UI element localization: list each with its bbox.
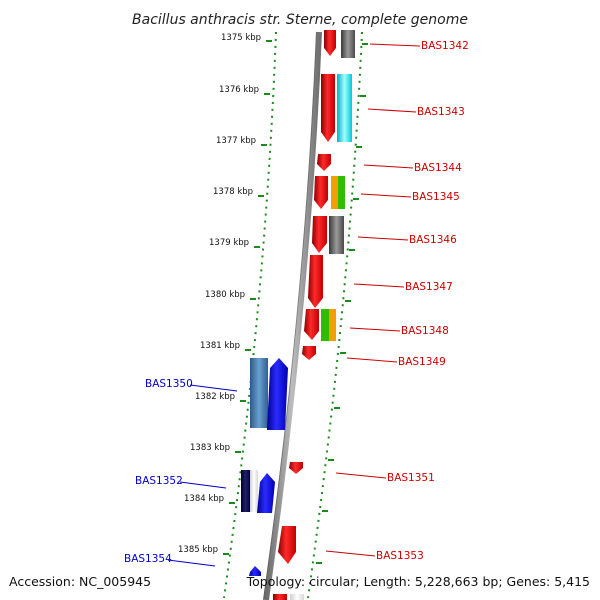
left-dotted-track: [223, 31, 277, 599]
feature-bar-bas1348a: [321, 309, 329, 341]
tick-label: 1376 kbp: [219, 85, 259, 95]
gene-label[interactable]: BAS1346: [409, 234, 457, 246]
gene-arrow-bas1351[interactable]: [289, 462, 303, 474]
gene-leaders: [167, 43, 421, 567]
gene-arrow-bas1354[interactable]: [249, 566, 261, 576]
feature-bar-bas1352b: [250, 470, 258, 512]
tick-label: 1384 kbp: [184, 494, 224, 504]
feature-bar-bas1350: [250, 358, 268, 428]
gene-label[interactable]: BAS1352: [135, 475, 183, 487]
forward-genes: [273, 30, 355, 600]
genome-backbone: [263, 31, 322, 600]
gene-arrow-bas1344[interactable]: [317, 154, 331, 171]
tick-label: 1381 kbp: [200, 341, 240, 351]
tick-label: 1382 kbp: [195, 392, 235, 402]
feature-bar-bas1343: [337, 74, 352, 142]
leader-line: [325, 550, 376, 557]
feature-bar-bottom: [273, 594, 287, 600]
gene-arrow-bas1352[interactable]: [257, 473, 275, 513]
backbone-edge: [263, 31, 317, 600]
tick-label: 1378 kbp: [213, 187, 253, 197]
tick-label: 1380 kbp: [205, 290, 245, 300]
gene-label[interactable]: BAS1343: [417, 106, 465, 118]
gene-label[interactable]: BAS1351: [387, 472, 435, 484]
feature-bar-bas1345a: [331, 176, 338, 209]
leader-line: [346, 357, 398, 363]
leader-line: [167, 559, 216, 567]
topology-text: Topology: circular; Length: 5,228,663 bp…: [246, 574, 590, 589]
tick-label: 1379 kbp: [209, 238, 249, 248]
gene-arrow-bas1343[interactable]: [321, 74, 335, 142]
tick-label: 1375 kbp: [221, 33, 261, 43]
gene-label[interactable]: BAS1349: [398, 356, 446, 368]
feature-bar-bas1346: [329, 216, 344, 254]
gene-label[interactable]: BAS1345: [412, 191, 460, 203]
gene-label[interactable]: BAS1354: [124, 553, 172, 565]
gene-label[interactable]: BAS1348: [401, 325, 449, 337]
leader-line: [367, 108, 417, 113]
leader-line: [353, 283, 405, 288]
gene-arrow-bas1342[interactable]: [324, 30, 336, 56]
gene-arrow-bas1350[interactable]: [267, 358, 288, 430]
leader-line: [360, 193, 412, 198]
ticks-group: 1375 kbp 1376 kbp 1377 kbp 1378 kbp 1379…: [178, 33, 368, 564]
gene-label[interactable]: BAS1342: [421, 40, 469, 52]
feature-bar-bas1342: [341, 30, 355, 58]
reverse-genes: [241, 358, 288, 576]
leader-line: [357, 236, 409, 241]
feature-bar-bas1348b: [329, 309, 336, 341]
leader-line: [179, 481, 227, 489]
tick-label: 1383 kbp: [190, 443, 230, 453]
gene-label[interactable]: BAS1344: [414, 162, 462, 174]
leader-line: [349, 327, 401, 332]
feature-bar-bas1345b: [338, 176, 345, 209]
accession-text: Accession: NC_005945: [9, 574, 151, 589]
tick-label: 1377 kbp: [216, 136, 256, 146]
gene-arrow-bas1349[interactable]: [302, 346, 316, 360]
gene-arrow-bas1345[interactable]: [314, 176, 328, 209]
tick-label: 1385 kbp: [178, 545, 218, 555]
gene-arrow-bas1347[interactable]: [308, 255, 323, 308]
leader-line: [363, 164, 414, 169]
gene-label[interactable]: BAS1350: [145, 378, 193, 390]
gene-arrow-bas1346[interactable]: [312, 216, 327, 253]
leader-line: [369, 43, 421, 47]
gene-labels: BAS1342 BAS1343 BAS1344 BAS1345 BAS1346 …: [124, 40, 469, 565]
gene-arrow-bas1353[interactable]: [278, 526, 296, 564]
gene-arrow-bas1348[interactable]: [304, 309, 319, 340]
gene-label[interactable]: BAS1347: [405, 281, 453, 293]
gene-label[interactable]: BAS1353: [376, 550, 424, 562]
feature-bar-bottom-gray: [290, 594, 304, 600]
leader-line: [335, 472, 387, 479]
leader-line: [189, 384, 238, 392]
map-title: Bacillus anthracis str. Sterne, complete…: [132, 12, 468, 28]
feature-bar-bas1352a: [241, 470, 250, 512]
